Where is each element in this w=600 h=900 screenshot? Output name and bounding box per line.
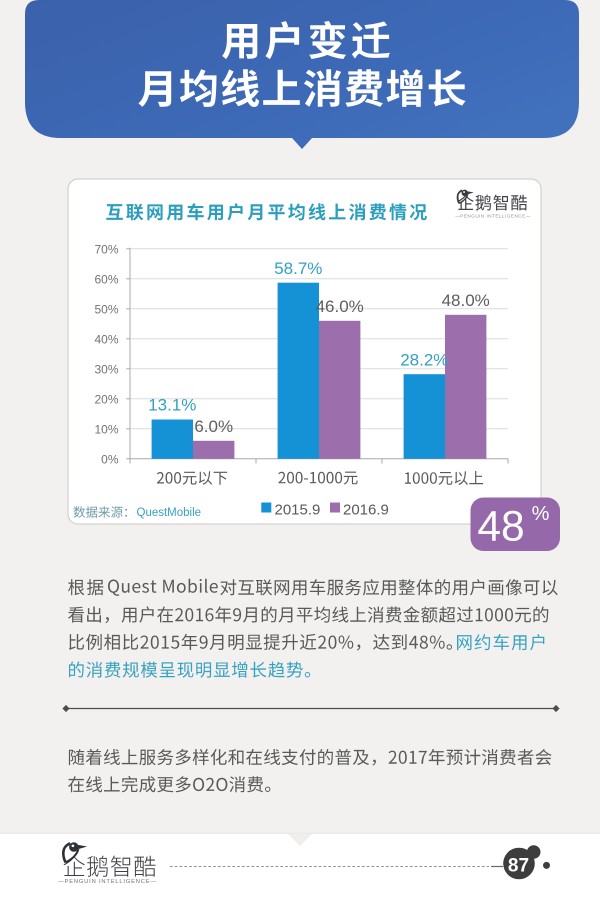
svg-text:2015.9: 2015.9: [275, 502, 321, 519]
svg-text:87: 87: [508, 856, 529, 877]
svg-text:46.0%: 46.0%: [316, 297, 364, 316]
svg-text:28.2%: 28.2%: [400, 350, 448, 369]
svg-text:48.0%: 48.0%: [442, 291, 490, 310]
svg-text:6.0%: 6.0%: [194, 417, 233, 436]
svg-text:13.1%: 13.1%: [148, 396, 196, 415]
svg-text:70%: 70%: [94, 242, 118, 256]
svg-text:QuestMobile: QuestMobile: [137, 507, 202, 519]
svg-text:0%: 0%: [101, 452, 119, 466]
svg-text:58.7%: 58.7%: [274, 259, 322, 278]
svg-text:2016.9: 2016.9: [343, 502, 389, 519]
svg-text:30%: 30%: [94, 362, 118, 376]
svg-text:10%: 10%: [94, 422, 118, 436]
svg-text:20%: 20%: [94, 392, 118, 406]
svg-text:40%: 40%: [94, 332, 118, 346]
svg-text:60%: 60%: [94, 272, 118, 286]
svg-text:48: 48: [477, 504, 524, 551]
svg-text:50%: 50%: [94, 302, 118, 316]
svg-text:%: %: [532, 503, 550, 525]
svg-text:—PENGUIN INTELLIGENCE—: —PENGUIN INTELLIGENCE—: [58, 879, 157, 885]
svg-text:—PENGUIN INTELLIGENCE—: —PENGUIN INTELLIGENCE—: [455, 214, 531, 219]
